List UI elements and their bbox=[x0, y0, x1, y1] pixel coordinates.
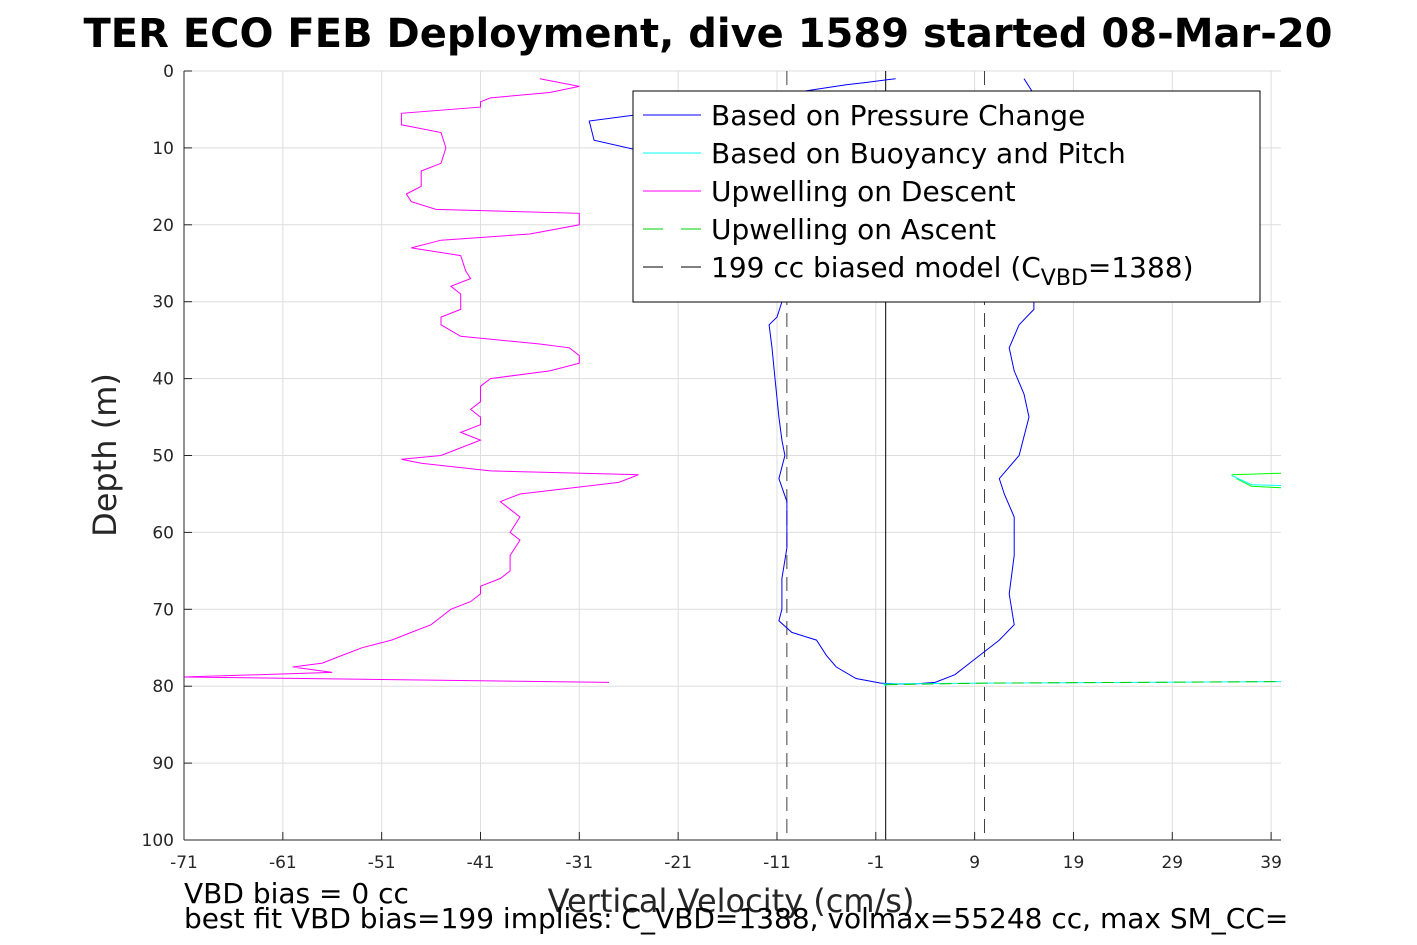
tick-labels: -71 -61 -51 -41 -31 -21 -11 -1 9 19 29 39 0 10 20 30 40 5… bbox=[142, 62, 1282, 873]
x-tick-label: 39 bbox=[1260, 853, 1282, 873]
chart-title: TER ECO FEB Deployment, dive 1589 starte… bbox=[83, 11, 1332, 57]
x-tick-label: -1 bbox=[867, 853, 884, 873]
series-upwelling-on-descent bbox=[183, 78, 639, 683]
legend-entry: Based on Pressure Change bbox=[711, 99, 1085, 132]
x-axis-label: Vertical Velocity (cm/s) bbox=[548, 882, 915, 920]
legend: Based on Pressure Change Based on Buoyanc… bbox=[632, 90, 1261, 303]
y-axis-label: Depth (m) bbox=[86, 373, 124, 537]
best-fit-note: best fit VBD bias=199 implies: C_VBD=138… bbox=[184, 902, 1288, 935]
y-tick-label: 10 bbox=[152, 139, 174, 159]
y-tick-label: 50 bbox=[152, 447, 174, 467]
x-tick-label: -31 bbox=[565, 853, 593, 873]
y-tick-label: 60 bbox=[152, 523, 174, 543]
series-upwelling-on-ascent bbox=[885, 681, 1282, 686]
series-upwelling-on-ascent-near-53-m-b bbox=[1236, 478, 1282, 489]
y-tick-label: 70 bbox=[152, 600, 174, 620]
legend-entry: Upwelling on Ascent bbox=[711, 213, 996, 246]
axes bbox=[183, 70, 1281, 841]
y-tick-label: 20 bbox=[152, 216, 174, 236]
series-based-on-buoyancy-and-pitch-near-53-m bbox=[1231, 475, 1282, 486]
y-tick-label: 0 bbox=[163, 62, 174, 82]
y-tick-label: 80 bbox=[152, 677, 174, 697]
vbd-bias-note: VBD bias = 0 cc bbox=[184, 877, 409, 910]
x-tick-label: -51 bbox=[368, 853, 396, 873]
series-upwelling-on-ascent-near-53-m bbox=[1231, 472, 1282, 476]
legend-entry-main: 199 cc biased model (C bbox=[711, 251, 1041, 284]
legend-box bbox=[632, 90, 1261, 303]
x-tick-label: -71 bbox=[170, 853, 198, 873]
x-tick-label: 29 bbox=[1161, 853, 1183, 873]
x-tick-label: 19 bbox=[1063, 853, 1085, 873]
legend-entry: 199 cc biased model (CVBD=1388) bbox=[711, 251, 1194, 291]
y-tick-label: 30 bbox=[152, 293, 174, 313]
x-tick-label: 9 bbox=[969, 853, 980, 873]
y-tick-label: 100 bbox=[142, 831, 174, 851]
x-tick-label: -11 bbox=[763, 853, 791, 873]
x-tick-label: -21 bbox=[664, 853, 692, 873]
y-tick-label: 40 bbox=[152, 370, 174, 390]
y-tick-label: 90 bbox=[152, 754, 174, 774]
legend-entry: Based on Buoyancy and Pitch bbox=[711, 137, 1126, 170]
x-tick-label: -61 bbox=[269, 853, 297, 873]
legend-entry-end: =1388) bbox=[1088, 251, 1194, 284]
legend-entry-subscript: VBD bbox=[1041, 266, 1088, 291]
legend-entry: Upwelling on Descent bbox=[711, 175, 1016, 208]
x-tick-label: -41 bbox=[467, 853, 495, 873]
